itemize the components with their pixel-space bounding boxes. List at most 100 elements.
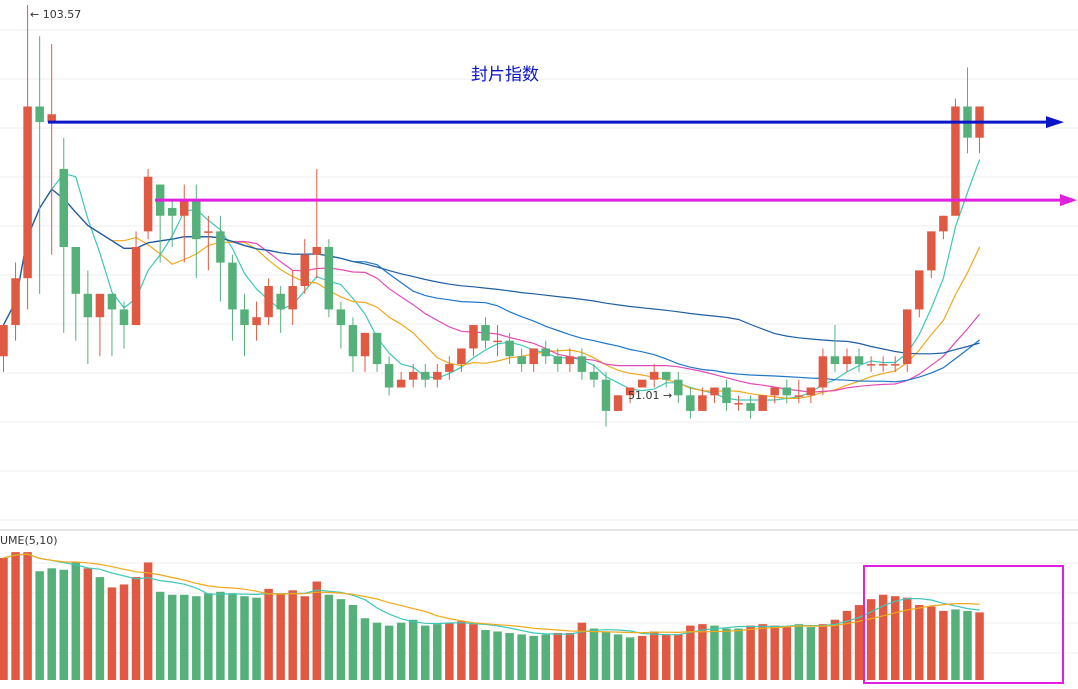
candle-body bbox=[457, 348, 466, 365]
candle-body bbox=[59, 168, 68, 247]
volume-indicator-label: UME(5,10) bbox=[0, 534, 58, 547]
candle-body bbox=[433, 371, 442, 380]
volume-bar bbox=[276, 593, 285, 680]
volume-highlight-box bbox=[863, 565, 1064, 684]
candle-body bbox=[915, 270, 924, 310]
candle-body bbox=[180, 200, 189, 216]
candle-body bbox=[240, 309, 249, 326]
volume-bar bbox=[155, 591, 165, 680]
candle-body bbox=[71, 246, 81, 294]
candle-body bbox=[818, 356, 828, 388]
volume-bar bbox=[553, 632, 563, 680]
candle-body bbox=[264, 286, 273, 318]
candle-body bbox=[324, 246, 334, 310]
candle-body bbox=[143, 176, 153, 232]
volume-bar bbox=[107, 587, 117, 680]
volume-bar bbox=[143, 562, 153, 680]
candle-body bbox=[396, 379, 406, 388]
candle-body bbox=[637, 379, 647, 388]
volume-bar bbox=[758, 624, 767, 680]
volume-bar bbox=[252, 597, 261, 680]
volume-bar bbox=[517, 634, 526, 680]
volume-bar bbox=[794, 624, 804, 680]
candle-body bbox=[710, 387, 719, 396]
volume-bar bbox=[915, 605, 924, 680]
candle-body bbox=[890, 364, 900, 366]
candle-body bbox=[276, 293, 285, 310]
candle-body bbox=[288, 286, 297, 310]
volume-bar bbox=[782, 627, 791, 680]
volume-bar bbox=[662, 634, 671, 680]
candle-body bbox=[348, 325, 358, 357]
candle-body bbox=[939, 215, 948, 232]
candle-body bbox=[722, 387, 731, 404]
volume-bar bbox=[939, 610, 948, 680]
candle-body bbox=[927, 231, 936, 271]
candle-body bbox=[336, 309, 346, 326]
volume-bar bbox=[95, 577, 105, 680]
candle-body bbox=[360, 332, 370, 357]
candle-body bbox=[469, 325, 478, 349]
volume-bar bbox=[180, 594, 189, 680]
candle-body bbox=[204, 231, 213, 233]
volume-bar bbox=[686, 625, 695, 680]
volume-bar bbox=[649, 631, 659, 680]
volume-bar bbox=[83, 568, 93, 680]
candle-body bbox=[565, 356, 575, 365]
volume-bar bbox=[264, 588, 273, 680]
candle-body bbox=[758, 395, 767, 411]
volume-bar bbox=[601, 631, 611, 680]
candle-body bbox=[613, 395, 623, 411]
candle-body bbox=[674, 379, 683, 396]
volume-bar bbox=[698, 624, 707, 680]
volume-bar bbox=[192, 596, 201, 680]
candle-body bbox=[842, 356, 852, 365]
volume-bar bbox=[11, 552, 20, 680]
candle-body bbox=[782, 387, 791, 396]
volume-bar bbox=[288, 590, 297, 680]
candle-body bbox=[107, 293, 117, 310]
candle-body bbox=[300, 254, 309, 287]
low-price-label: 51.01 → bbox=[628, 389, 672, 402]
candle-body bbox=[517, 356, 526, 365]
volume-bar bbox=[613, 634, 623, 680]
candle-body bbox=[577, 356, 587, 372]
volume-bar bbox=[372, 622, 382, 680]
high-price-label: ← 103.57 bbox=[30, 8, 81, 21]
candle-body bbox=[903, 309, 912, 365]
volume-bar bbox=[408, 619, 418, 680]
candle-body bbox=[481, 325, 490, 341]
grid-lines bbox=[0, 29, 1078, 654]
volume-bar bbox=[23, 552, 32, 680]
volume-bar bbox=[637, 635, 647, 680]
volume-bar bbox=[878, 594, 888, 680]
volume-bar bbox=[830, 619, 840, 680]
volume-bar bbox=[577, 622, 587, 680]
volume-bar bbox=[734, 628, 743, 680]
volume-bar bbox=[0, 557, 8, 680]
volume-bar bbox=[722, 628, 731, 680]
volume-bar bbox=[35, 571, 44, 680]
volume-bar bbox=[903, 597, 912, 680]
candle-body bbox=[95, 293, 105, 318]
volume-bar bbox=[228, 593, 237, 680]
candle-body bbox=[866, 364, 876, 366]
candles bbox=[0, 5, 984, 427]
volume-bar bbox=[59, 569, 68, 680]
candle-body bbox=[228, 262, 237, 310]
volume-bar bbox=[963, 610, 972, 680]
volume-bar bbox=[529, 635, 538, 680]
candle-body bbox=[878, 364, 888, 366]
volume-bar bbox=[927, 606, 936, 680]
volume-bar bbox=[348, 605, 358, 680]
volume-bar bbox=[324, 594, 334, 680]
ma10-line bbox=[2, 188, 981, 399]
volume-bar bbox=[866, 599, 876, 680]
volume-bar bbox=[445, 622, 454, 680]
volume-bar bbox=[481, 630, 490, 680]
volume-bar bbox=[565, 632, 575, 680]
candle-body bbox=[408, 371, 418, 380]
volume-bar bbox=[71, 562, 81, 680]
